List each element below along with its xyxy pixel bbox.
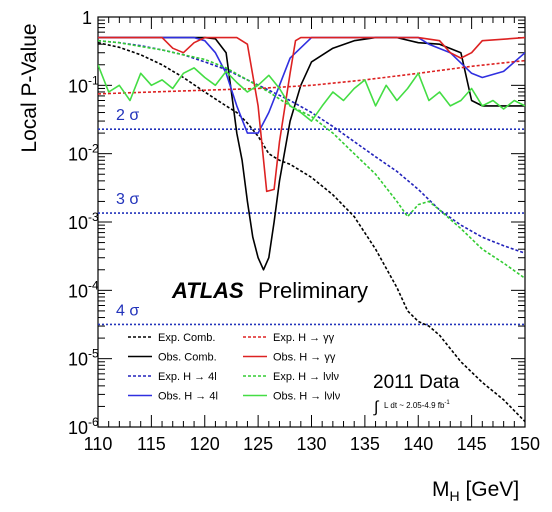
legend-label: Obs. H → γγ bbox=[273, 352, 336, 364]
series-line-5 bbox=[98, 36, 525, 193]
integral-sign: ∫ bbox=[373, 399, 380, 416]
series-line-0 bbox=[98, 41, 525, 423]
experiment-label: ATLAS bbox=[171, 278, 244, 303]
data-label: 2011 Data bbox=[373, 372, 460, 393]
x-tick-label: 110 bbox=[84, 434, 113, 454]
x-axis-label: MH [GeV] bbox=[432, 478, 519, 504]
status-label: Preliminary bbox=[258, 278, 368, 303]
legend-label: Exp. Comb. bbox=[158, 332, 215, 344]
legend-label: Exp. H → 4l bbox=[158, 371, 217, 383]
x-tick-label: 145 bbox=[457, 434, 487, 454]
y-tick-label: 10-1 bbox=[68, 73, 99, 96]
x-tick-label: 135 bbox=[350, 434, 380, 454]
series-line-6 bbox=[98, 39, 525, 279]
x-tick-label: 130 bbox=[296, 434, 326, 454]
x-tick-label: 140 bbox=[403, 434, 433, 454]
x-tick-label: 115 bbox=[137, 434, 166, 454]
y-tick-label: 10-3 bbox=[68, 210, 99, 233]
series-line-7 bbox=[98, 64, 525, 122]
sigma-label: 3 σ bbox=[116, 191, 139, 208]
lumi-label: L dt ~ 2.05-4.9 fb-1 bbox=[384, 400, 450, 410]
sigma-label: 4 σ bbox=[116, 302, 139, 319]
series-curves bbox=[98, 36, 525, 423]
series-line-3 bbox=[98, 36, 525, 134]
x-tick-label: 120 bbox=[190, 434, 220, 454]
y-axis-label: Local P-Value bbox=[18, 23, 41, 152]
axis-ticks bbox=[97, 17, 526, 428]
legend-label: Exp. H → γγ bbox=[273, 332, 335, 344]
plot-frame bbox=[97, 16, 526, 428]
sigma-lines: 2 σ 3 σ 4 σ bbox=[98, 107, 525, 326]
y-tick-label: 1 bbox=[82, 8, 92, 28]
legend: Exp. Comb. Exp. H → γγ Obs. Comb. Obs. H → … bbox=[128, 332, 341, 403]
x-tick-label: 150 bbox=[510, 434, 540, 454]
axis-labels: 110 115 120 125 130 135 140 145 150 1 10-1 10-2 10-3… bbox=[68, 8, 540, 454]
y-tick-label: 10-6 bbox=[68, 415, 99, 438]
series-line-4 bbox=[98, 59, 525, 95]
sigma-label: 2 σ bbox=[116, 107, 139, 124]
y-tick-label: 10-2 bbox=[68, 142, 99, 165]
legend-label: Obs. H → lνlν bbox=[273, 391, 341, 403]
legend-label: Obs. H → 4l bbox=[158, 391, 218, 403]
x-tick-label: 125 bbox=[243, 434, 273, 454]
legend-label: Exp. H → lνlν bbox=[273, 371, 340, 383]
y-tick-label: 10-5 bbox=[68, 347, 99, 370]
y-tick-label: 10-4 bbox=[68, 278, 99, 301]
legend-label: Obs. Comb. bbox=[158, 352, 217, 364]
